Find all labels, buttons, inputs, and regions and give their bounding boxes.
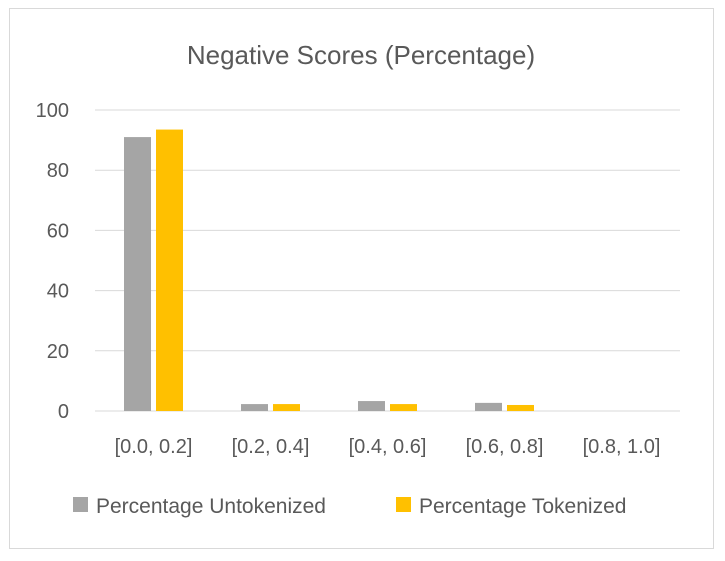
bar-percentage-untokenized bbox=[475, 402, 502, 411]
y-tick-label: 20 bbox=[47, 341, 69, 363]
y-tick-label: 60 bbox=[47, 220, 69, 242]
x-axis-ticks: [0.0, 0.2] [0.2, 0.4] [0.4, 0.6] [0.6, 0.8]… bbox=[115, 436, 661, 458]
bar-percentage-untokenized bbox=[124, 137, 151, 411]
x-tick-label: [0.4, 0.6] bbox=[349, 436, 427, 458]
bar-percentage-tokenized bbox=[390, 404, 417, 411]
legend-label: Percentage Untokenized bbox=[96, 495, 326, 518]
legend: Percentage Untokenized Percentage Tokeniz… bbox=[73, 495, 626, 518]
legend-swatch bbox=[73, 497, 88, 512]
x-tick-label: [0.2, 0.4] bbox=[232, 436, 310, 458]
bar-percentage-tokenized bbox=[156, 129, 183, 411]
y-tick-label: 100 bbox=[36, 100, 69, 122]
bars bbox=[124, 129, 534, 411]
y-tick-label: 0 bbox=[58, 401, 69, 423]
gridlines bbox=[95, 109, 680, 412]
x-tick-label: [0.6, 0.8] bbox=[466, 436, 544, 458]
bar-percentage-untokenized bbox=[241, 404, 268, 411]
y-tick-label: 80 bbox=[47, 160, 69, 182]
legend-swatch bbox=[396, 497, 411, 512]
chart-title: Negative Scores (Percentage) bbox=[187, 40, 535, 70]
y-tick-label: 40 bbox=[47, 281, 69, 303]
bar-percentage-untokenized bbox=[358, 401, 385, 411]
bar-percentage-tokenized bbox=[273, 404, 300, 411]
x-tick-label: [0.0, 0.2] bbox=[115, 436, 193, 458]
legend-label: Percentage Tokenized bbox=[419, 495, 626, 518]
bar-percentage-tokenized bbox=[507, 404, 534, 411]
y-axis-ticks: 0 20 40 60 80 100 bbox=[36, 100, 69, 423]
x-tick-label: [0.8, 1.0] bbox=[583, 436, 661, 458]
